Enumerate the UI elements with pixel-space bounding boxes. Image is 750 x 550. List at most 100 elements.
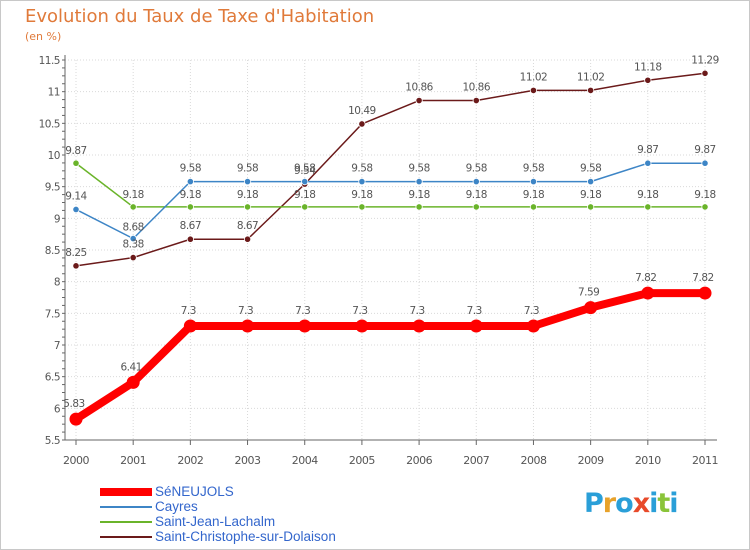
series-line-seneujols — [72, 289, 709, 424]
series-line-saint-jean-lachalm — [75, 162, 706, 208]
data-point-saint-jean-lachalm — [472, 203, 480, 211]
data-label-saint-jean-lachalm: 9.18 — [351, 189, 372, 201]
data-label-saint-jean-lachalm: 9.18 — [408, 189, 429, 201]
data-label-seneujols: 5.83 — [63, 398, 84, 410]
series-line-saint-christophe — [75, 72, 706, 267]
data-label-seneujols: 7.3 — [352, 305, 367, 317]
x-tick-label: 2003 — [235, 454, 261, 467]
data-point-saint-christophe — [644, 76, 652, 84]
data-label-saint-christophe: 8.38 — [122, 239, 143, 251]
legend-label-seneujols: SéNEUJOLS — [155, 484, 234, 499]
series-line-cayres — [75, 162, 706, 240]
legend-swatch-saint-jean-lachalm — [100, 521, 152, 523]
y-tick-label: 8 — [54, 277, 60, 289]
data-point-seneujols — [355, 319, 369, 333]
data-point-cayres — [72, 205, 80, 214]
grid-layer — [65, 59, 707, 441]
data-label-seneujols: 7.82 — [635, 272, 656, 284]
x-tick-label: 2000 — [63, 454, 89, 467]
x-tick-label: 2009 — [578, 454, 604, 467]
x-tick-label: 2008 — [520, 454, 546, 467]
data-point-seneujols — [698, 286, 712, 300]
data-label-saint-jean-lachalm: 9.18 — [523, 189, 544, 201]
data-label-seneujols: 7.3 — [467, 305, 482, 317]
data-label-cayres: 9.58 — [466, 163, 487, 175]
data-label-seneujols: 7.3 — [524, 305, 539, 317]
data-label-cayres: 9.14 — [65, 190, 87, 202]
y-tick-label: 11 — [48, 87, 60, 99]
x-tick-label: 2002 — [177, 454, 203, 467]
data-point-cayres — [472, 178, 480, 186]
data-label-seneujols: 7.59 — [578, 287, 599, 299]
data-point-saint-jean-lachalm — [186, 203, 194, 211]
y-tick-label: 9 — [54, 213, 60, 225]
data-label-saint-jean-lachalm: 9.18 — [180, 189, 201, 201]
data-point-cayres — [587, 178, 595, 186]
data-point-saint-jean-lachalm — [415, 203, 423, 211]
data-point-saint-jean-lachalm — [587, 203, 595, 211]
data-label-saint-christophe: 8.67 — [237, 220, 258, 232]
data-label-saint-christophe: 9.54 — [294, 165, 316, 177]
data-label-cayres: 8.68 — [122, 222, 143, 234]
data-point-seneujols — [469, 319, 483, 333]
y-tick-label: 9.5 — [45, 182, 60, 194]
data-point-saint-jean-lachalm — [358, 203, 366, 211]
data-label-saint-christophe: 11.29 — [691, 54, 719, 66]
data-point-saint-christophe — [701, 69, 709, 77]
y-tick-label: 8.5 — [45, 245, 60, 257]
logo-letter: o — [615, 488, 634, 519]
legend-swatch-saint-christophe — [100, 536, 152, 538]
series-layer — [69, 69, 712, 426]
data-label-cayres: 9.58 — [294, 163, 315, 175]
data-point-cayres — [529, 178, 538, 186]
data-label-saint-christophe: 8.67 — [180, 220, 201, 232]
data-point-saint-jean-lachalm — [129, 203, 137, 211]
data-label-layer: 5.83 6.41 7.3 7.3 7.3 7.3 7.3 7.3 7.3 7.59 7.82 7.8… — [63, 54, 719, 410]
data-label-cayres: 9.87 — [637, 144, 658, 156]
chart-title: Evolution du Taux de Taxe d'Habitation — [25, 6, 375, 27]
data-point-seneujols — [584, 301, 598, 315]
y-tick-label: 11.5 — [39, 55, 60, 67]
logo-letter: x — [632, 488, 650, 519]
data-label-saint-jean-lachalm: 9.18 — [637, 189, 658, 201]
x-tick-label: 2011 — [692, 454, 718, 467]
y-tick-label: 10.5 — [39, 118, 60, 130]
y-tick-label: 6.5 — [45, 372, 60, 384]
data-label-saint-jean-lachalm: 9.18 — [294, 189, 315, 201]
data-label-saint-christophe: 11.02 — [577, 71, 605, 83]
data-point-cayres — [186, 178, 194, 186]
data-label-cayres: 9.58 — [580, 163, 601, 175]
data-label-cayres: 9.58 — [237, 163, 258, 175]
data-point-saint-jean-lachalm — [301, 203, 309, 211]
data-label-saint-christophe: 8.25 — [65, 247, 86, 259]
data-point-saint-jean-lachalm — [529, 203, 538, 211]
data-label-saint-christophe: 10.86 — [462, 82, 490, 94]
y-axis-unit-label: (en %) — [25, 30, 62, 43]
data-point-seneujols — [126, 375, 140, 389]
logo-letter: P — [584, 488, 604, 519]
legend-label-saint-christophe: Saint-Christophe-sur-Dolaison — [155, 529, 336, 544]
data-point-cayres — [301, 178, 309, 186]
data-label-saint-jean-lachalm: 9.18 — [694, 189, 715, 201]
logo-letter: i — [649, 488, 658, 519]
y-tick-label: 7.5 — [45, 308, 60, 320]
data-point-cayres — [701, 159, 709, 167]
data-point-saint-christophe — [587, 86, 595, 95]
data-point-cayres — [129, 235, 137, 243]
data-point-seneujols — [298, 319, 312, 333]
data-point-saint-jean-lachalm — [644, 203, 652, 211]
data-label-saint-jean-lachalm: 9.87 — [65, 145, 86, 157]
data-label-cayres: 9.87 — [694, 144, 715, 156]
data-point-cayres — [644, 159, 652, 167]
logo-letter: r — [602, 488, 616, 519]
data-label-saint-jean-lachalm: 9.18 — [237, 189, 258, 201]
data-label-saint-christophe: 11.02 — [520, 71, 548, 83]
data-point-cayres — [243, 178, 252, 186]
data-label-seneujols: 7.3 — [295, 305, 310, 317]
data-point-seneujols — [241, 319, 255, 333]
data-label-cayres: 9.58 — [408, 163, 429, 175]
data-point-saint-christophe — [72, 262, 80, 270]
data-label-seneujols: 7.3 — [238, 305, 253, 317]
y-tick-label: 5.5 — [45, 435, 60, 447]
data-label-seneujols: 7.82 — [692, 272, 713, 284]
